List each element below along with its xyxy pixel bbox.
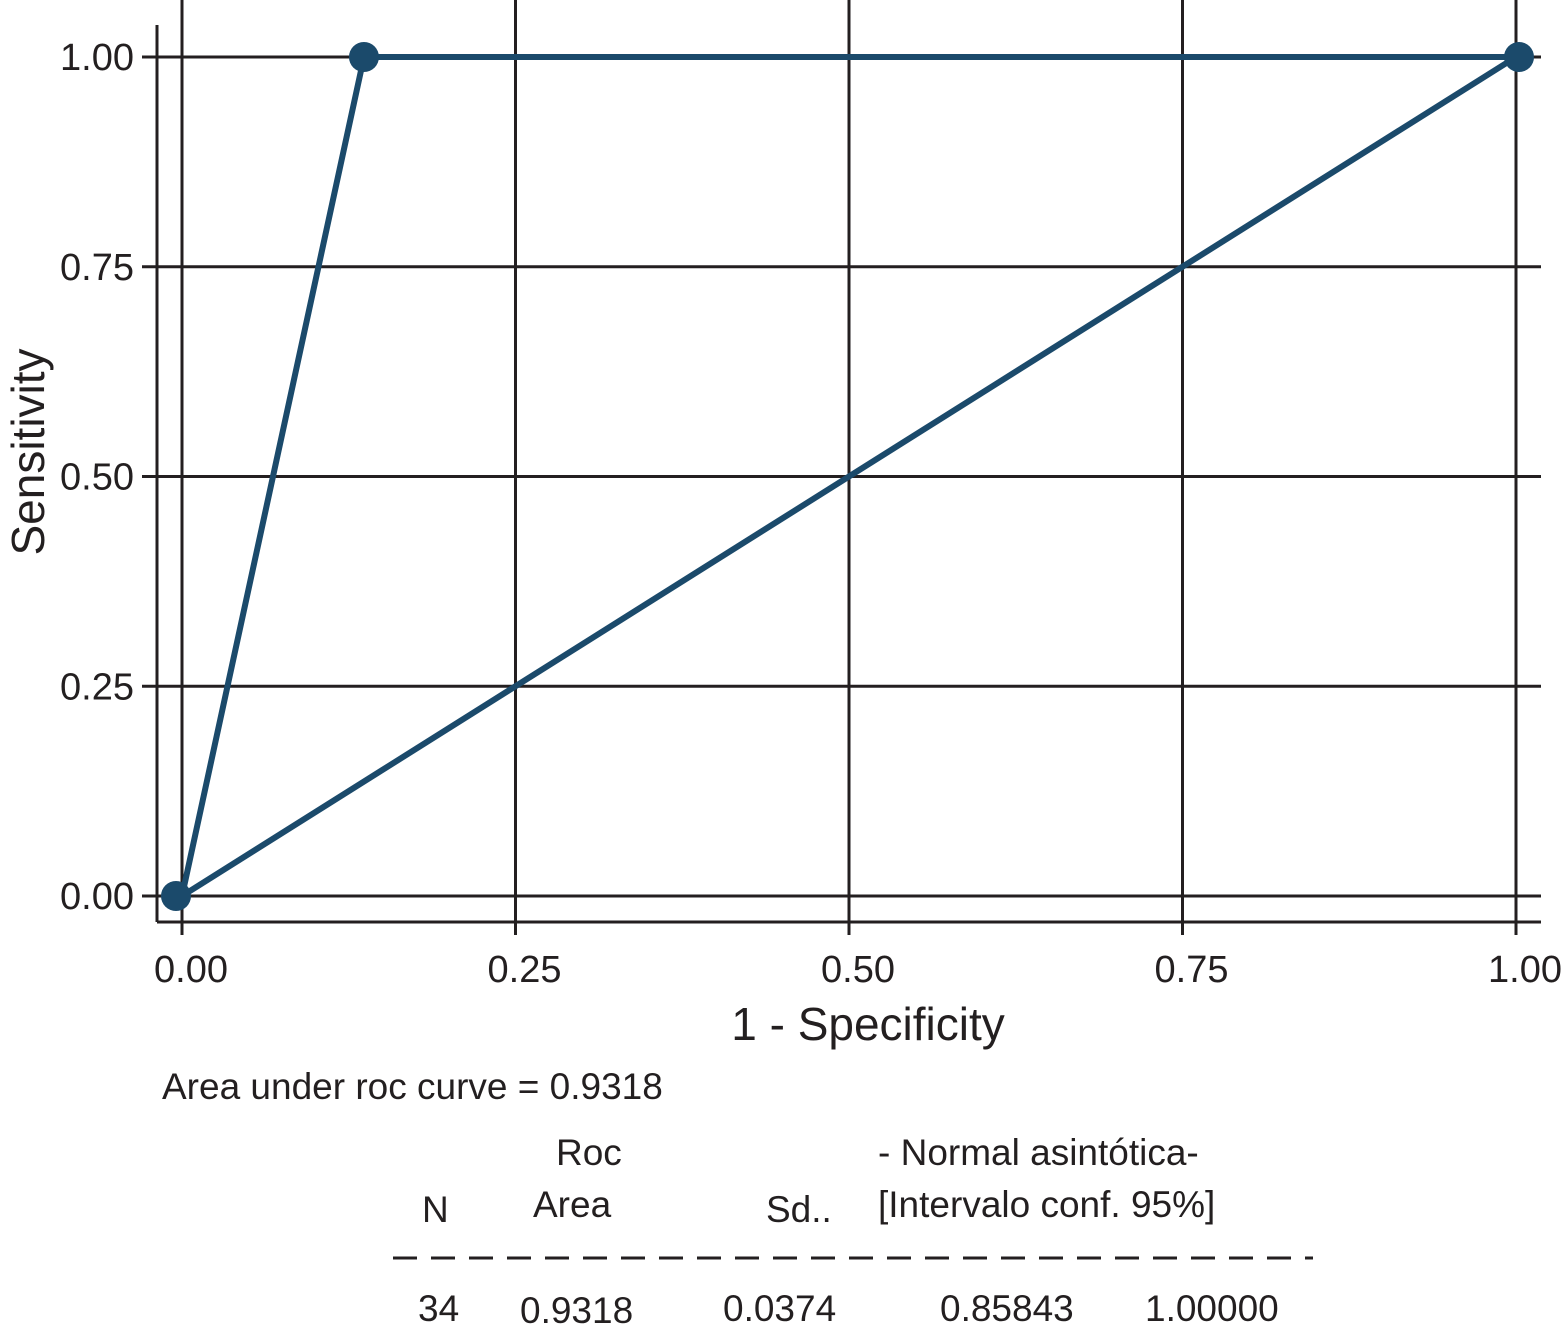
series-line <box>180 54 1518 899</box>
auc-text: Area under roc curve = 0.9318 <box>162 1066 663 1107</box>
y-tick-label: 0.00 <box>60 876 134 918</box>
x-tick-label: 0.00 <box>154 949 228 991</box>
cell-n: 34 <box>418 1288 460 1329</box>
cell-sd: 0.0374 <box>723 1288 837 1329</box>
y-tick-label: 0.25 <box>60 666 134 708</box>
x-tick-label: 1.00 <box>1488 949 1562 991</box>
tick-labels: 0.00 0.25 0.50 0.75 1.00 0.00 0.25 0.50 0.75 1.00 <box>60 37 1562 991</box>
x-tick-label: 0.50 <box>821 949 895 991</box>
header-area: Area <box>533 1184 612 1225</box>
y-axis-label: Sensitivity <box>2 348 54 555</box>
header-interval: [Intervalo conf. 95%] <box>878 1184 1216 1225</box>
series-layer <box>161 42 1534 911</box>
y-tick-label: 0.75 <box>60 247 134 289</box>
x-tick-label: 0.25 <box>488 949 562 991</box>
grid <box>142 0 1541 935</box>
data-point <box>1504 42 1534 72</box>
y-tick-label: 0.50 <box>60 457 134 499</box>
x-tick-label: 0.75 <box>1155 949 1229 991</box>
cell-ci-low: 0.85843 <box>940 1288 1074 1329</box>
y-tick-label: 1.00 <box>60 37 134 79</box>
cell-roc-area: 0.9318 <box>520 1290 634 1331</box>
data-point <box>348 42 379 72</box>
data-point <box>161 881 191 911</box>
header-roc: Roc <box>556 1132 622 1173</box>
header-n: N <box>422 1189 449 1230</box>
header-normal: - Normal asintótica- <box>878 1132 1199 1173</box>
header-sd: Sd.. <box>766 1189 832 1230</box>
x-axis-label: 1 - Specificity <box>731 998 1005 1050</box>
cell-ci-high: 1.00000 <box>1145 1288 1279 1329</box>
